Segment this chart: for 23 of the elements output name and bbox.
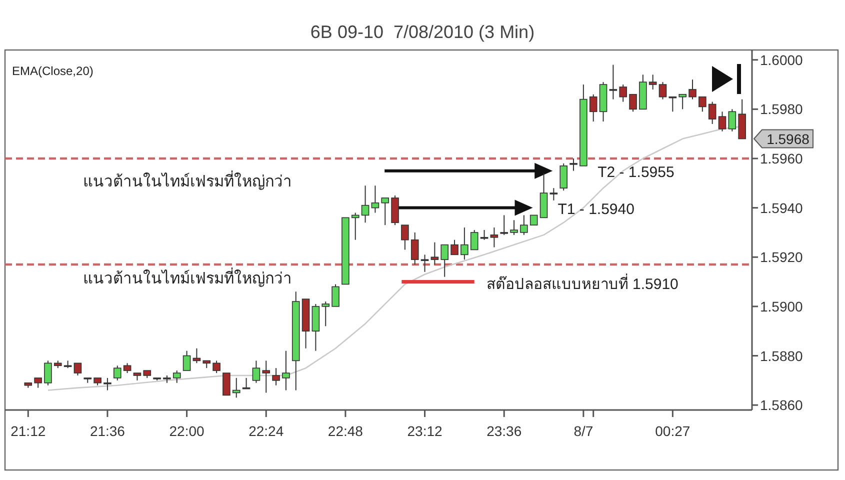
- annotation: EMA(Close,20): [12, 64, 94, 78]
- x-tick-label: 00:27: [655, 423, 690, 439]
- x-tick-label: 23:36: [486, 423, 522, 439]
- annotation: 1.5968: [766, 130, 810, 147]
- y-tick-label: 1.5900: [760, 298, 803, 314]
- annotation: T1 - 1.5940: [558, 200, 634, 218]
- y-tick-label: 1.5940: [760, 200, 803, 216]
- x-tick-label: 22:24: [248, 423, 284, 439]
- x-tick-label: 22:48: [328, 423, 363, 439]
- y-tick-label: 1.5880: [760, 348, 803, 364]
- annotation: T2 - 1.5955: [598, 164, 674, 181]
- y-tick-label: 1.5960: [760, 150, 803, 166]
- annotation: สต๊อปลอสแบบหยาบที่ 1.5910: [486, 276, 678, 293]
- x-tick-label: 21:36: [90, 423, 125, 439]
- title: 6B 09-10 7/08/2010 (3 Min): [310, 22, 535, 42]
- y-tick-label: 1.5980: [760, 101, 803, 118]
- x-tick-label: 8/7: [574, 423, 594, 439]
- x-tick-label: 22:00: [169, 423, 204, 439]
- x-tick-label: 23:12: [407, 423, 442, 439]
- y-tick-label: 1.5920: [760, 249, 803, 266]
- x-tick-label: 21:12: [10, 423, 46, 439]
- y-tick-label: 1.6000: [760, 52, 803, 68]
- y-tick-label: 1.5860: [760, 397, 803, 414]
